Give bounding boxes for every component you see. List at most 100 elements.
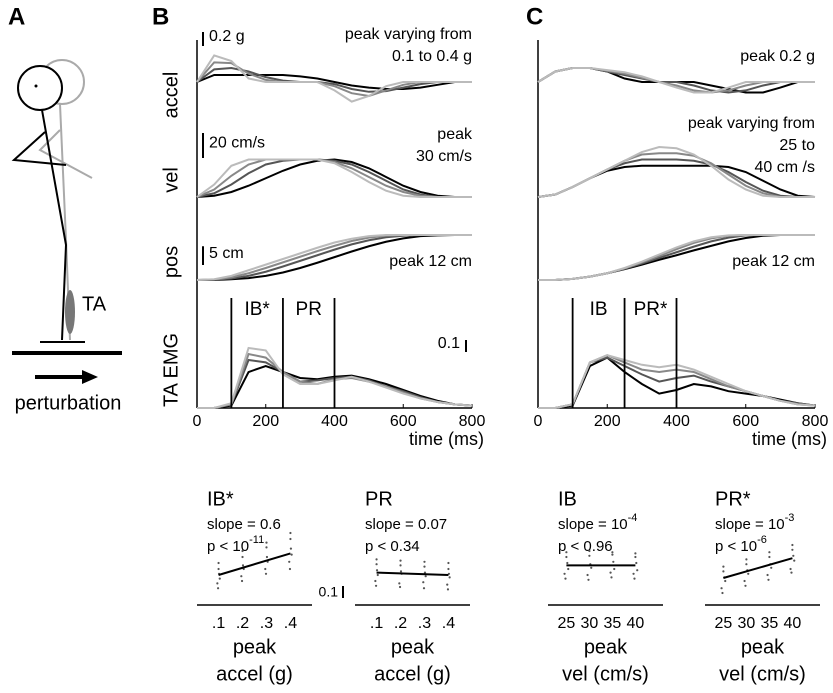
row-note: peak 12 cm xyxy=(732,253,815,270)
data-point xyxy=(288,560,291,563)
x-tick-label: .3 xyxy=(260,615,273,632)
x-tick-label: 0 xyxy=(534,413,543,430)
x-axis-label: peak xyxy=(233,636,277,658)
data-point xyxy=(633,577,636,580)
data-point xyxy=(288,567,292,571)
x-axis-label: time (ms) xyxy=(752,429,827,449)
data-point xyxy=(216,587,220,590)
data-point xyxy=(770,566,773,569)
fit-line xyxy=(376,571,449,576)
data-point xyxy=(766,573,769,577)
data-point xyxy=(422,581,425,584)
eye xyxy=(34,84,38,88)
data-point xyxy=(793,559,796,562)
plot-title: PR xyxy=(365,488,393,510)
row-note: 0.1 to 0.4 g xyxy=(392,48,472,65)
scale-bar-label: 0.1 xyxy=(319,584,339,600)
data-point xyxy=(423,565,426,568)
trace xyxy=(537,145,815,198)
x-tick-label: 30 xyxy=(738,615,756,632)
data-point xyxy=(609,571,612,574)
data-point xyxy=(745,563,748,566)
data-point xyxy=(241,555,244,559)
x-axis-label: accel (g) xyxy=(216,663,293,685)
row-note: peak 12 cm xyxy=(389,253,472,270)
row-label: accel xyxy=(160,72,182,119)
row-label: TA EMG xyxy=(160,333,182,407)
data-point xyxy=(724,579,727,583)
data-point xyxy=(399,559,402,562)
x-tick-label: 25 xyxy=(558,615,576,632)
data-point xyxy=(264,572,268,575)
data-point xyxy=(423,560,426,563)
data-point xyxy=(634,555,637,559)
epoch-label: PR xyxy=(296,299,322,320)
scale-bar-label: 5 cm xyxy=(209,245,244,262)
data-point xyxy=(565,551,568,554)
data-point xyxy=(375,569,379,572)
fit-line xyxy=(723,557,793,579)
data-point xyxy=(424,575,427,578)
x-tick-label: .3 xyxy=(418,615,431,632)
x-axis-label: peak xyxy=(584,636,628,658)
data-point xyxy=(566,561,569,565)
row-note: 25 to xyxy=(779,137,815,154)
data-point xyxy=(567,567,570,571)
data-point xyxy=(241,549,244,553)
slope-text: slope = 10-3 xyxy=(715,512,794,533)
data-point xyxy=(563,572,566,575)
data-point xyxy=(722,570,725,573)
data-point xyxy=(632,572,635,575)
data-point xyxy=(590,566,593,569)
scale-bar-label: 0.2 g xyxy=(209,28,245,45)
muscle-ta xyxy=(65,290,75,334)
slope-text: slope = 0.6 xyxy=(207,516,281,533)
x-tick-label: 800 xyxy=(802,413,829,430)
x-tick-label: 0 xyxy=(193,413,202,430)
plot-title: PR* xyxy=(715,488,751,510)
data-point xyxy=(376,573,379,577)
data-point xyxy=(265,541,268,544)
x-tick-label: .1 xyxy=(370,615,383,632)
x-axis-label: vel (cm/s) xyxy=(562,663,649,685)
data-point xyxy=(722,565,725,568)
epoch-label: IB* xyxy=(244,299,270,320)
data-point xyxy=(241,564,245,567)
x-tick-label: 800 xyxy=(459,413,486,430)
scale-bar-label: 20 cm/s xyxy=(209,135,265,152)
slope-text-sup: -3 xyxy=(785,512,795,524)
data-point xyxy=(747,572,750,575)
x-tick-label: 200 xyxy=(252,413,279,430)
data-point xyxy=(721,591,724,595)
data-point xyxy=(448,576,451,579)
data-point xyxy=(398,585,402,589)
trace xyxy=(537,67,815,94)
data-point xyxy=(240,575,243,578)
panel-label: B xyxy=(152,3,169,30)
trace xyxy=(537,67,815,94)
row-note: peak varying from xyxy=(345,26,472,43)
data-point xyxy=(264,567,267,571)
slope-text-base: slope = 10 xyxy=(558,516,628,533)
data-point xyxy=(612,560,615,563)
data-point xyxy=(613,567,616,571)
slope-text-sup: -4 xyxy=(628,512,638,524)
data-point xyxy=(634,552,637,555)
data-point xyxy=(635,561,638,565)
data-point xyxy=(720,587,723,590)
panel-a: A TA perturbation xyxy=(8,3,122,414)
data-point xyxy=(767,578,770,581)
data-point xyxy=(240,579,244,583)
trace xyxy=(196,158,472,198)
row-note: 30 cm/s xyxy=(416,148,472,165)
x-axis-label: time (ms) xyxy=(409,429,484,449)
epoch-label: IB xyxy=(590,299,608,320)
slope-text: slope = 0.07 xyxy=(365,516,447,533)
data-point xyxy=(374,579,377,583)
data-point xyxy=(289,537,292,541)
data-point xyxy=(217,567,220,571)
epoch-label: PR* xyxy=(634,299,668,320)
slope-text-base: slope = 10 xyxy=(715,516,785,533)
